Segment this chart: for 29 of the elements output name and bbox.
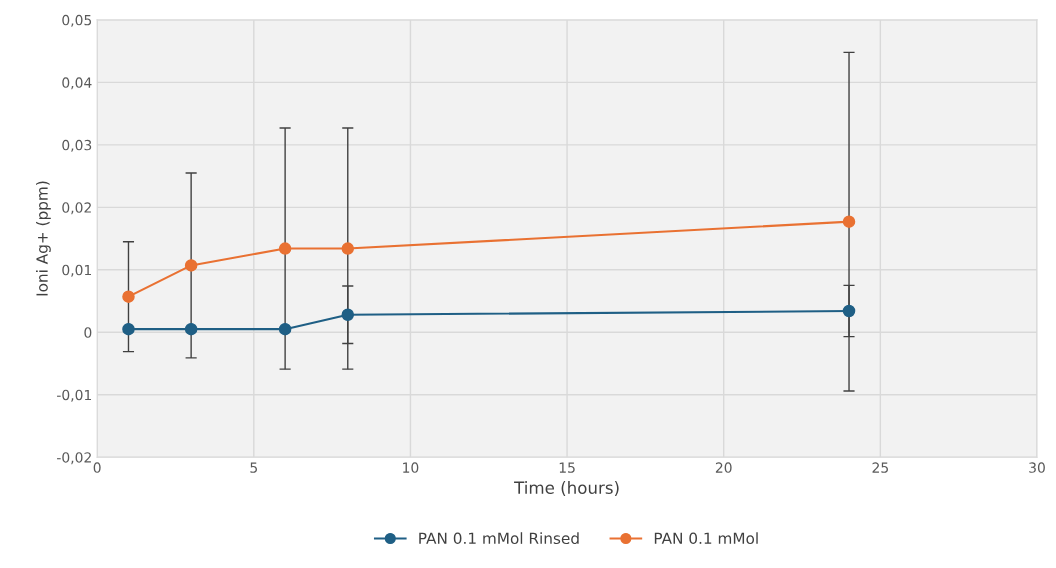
- x-tick-label: 10: [403, 462, 419, 473]
- y-tick-label: -0,02: [57, 452, 91, 465]
- y-tick-label: 0,03: [62, 139, 92, 152]
- x-axis-title: Time (hours): [514, 481, 619, 496]
- legend-label: PAN 0.1 mMol: [654, 532, 758, 545]
- point: [278, 322, 292, 336]
- point: [842, 304, 856, 318]
- point: [122, 290, 135, 303]
- point: [184, 259, 198, 272]
- x-tick-label: 20: [715, 462, 732, 473]
- point: [122, 322, 135, 336]
- x-tick-label: 25: [872, 462, 888, 473]
- point: [341, 308, 355, 322]
- point: [842, 215, 856, 228]
- x-tick-label: 0: [93, 462, 101, 473]
- y-tick-label: 0,02: [62, 202, 91, 215]
- x-tick-label: 30: [1029, 462, 1045, 473]
- y-tick-label: 0,05: [62, 14, 92, 27]
- legend-label: PAN 0.1 mMol Rinsed: [419, 532, 579, 545]
- point: [341, 242, 355, 255]
- y-tick-label: -0,01: [57, 389, 92, 402]
- point: [184, 322, 198, 336]
- x-tick-label: 15: [559, 462, 575, 473]
- x-tick-label: 5: [250, 462, 257, 473]
- y-tick-label: 0,04: [62, 77, 92, 90]
- y-tick-label: 0,01: [62, 264, 92, 277]
- y-axis-title: Ioni Ag+ (ppm): [36, 181, 51, 296]
- y-tick-label: 0: [84, 327, 92, 338]
- point: [278, 242, 292, 255]
